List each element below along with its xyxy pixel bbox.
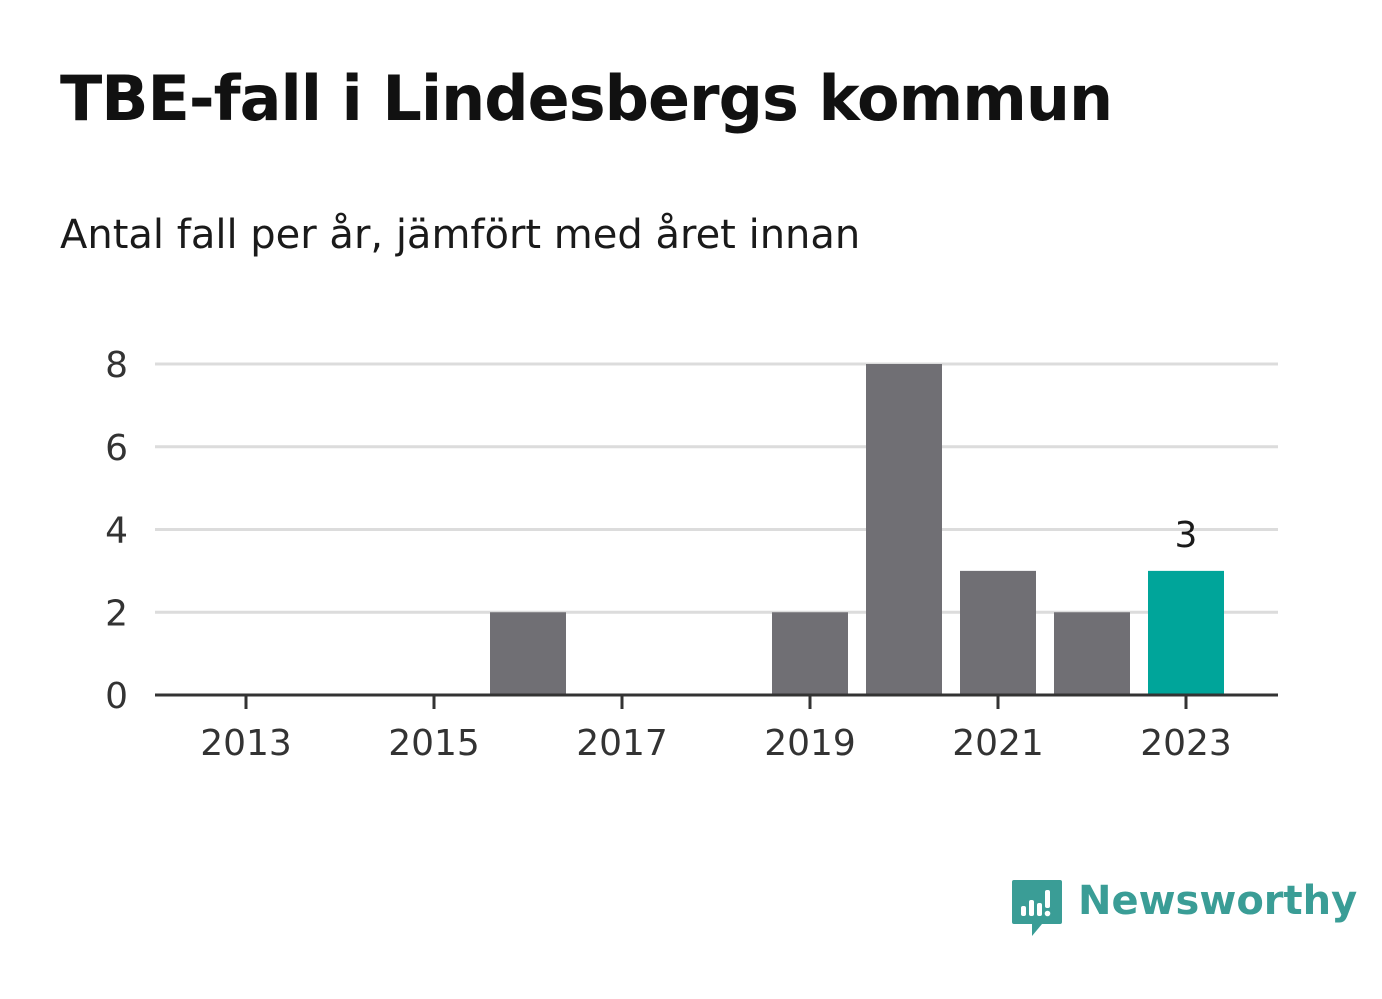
bars bbox=[490, 364, 1224, 695]
x-tick-label: 2015 bbox=[388, 723, 480, 764]
y-tick-label: 4 bbox=[105, 511, 128, 552]
newsworthy-brand: Newsworthy bbox=[1010, 878, 1357, 942]
newsworthy-logo-icon bbox=[1012, 880, 1062, 936]
brand-name: Newsworthy bbox=[1078, 878, 1358, 924]
y-tick-label: 6 bbox=[105, 428, 128, 469]
grid-lines bbox=[155, 362, 1278, 614]
chart-subtitle: Antal fall per år, jämfört med året inna… bbox=[60, 212, 861, 258]
bar-2022 bbox=[1054, 612, 1130, 695]
x-tick-label: 2017 bbox=[576, 723, 668, 764]
bar-2020 bbox=[866, 364, 942, 695]
y-tick-label: 0 bbox=[105, 676, 128, 717]
bar-2019 bbox=[772, 612, 848, 695]
x-tick-label: 2023 bbox=[1140, 723, 1232, 764]
x-tick-label: 2013 bbox=[200, 723, 292, 764]
y-tick-label: 2 bbox=[105, 593, 128, 634]
y-axis-ticks: 0 2 4 6 8 bbox=[105, 345, 128, 717]
x-axis: 2013 2015 2017 2019 2021 2023 bbox=[155, 693, 1278, 764]
bar-2021 bbox=[960, 570, 1036, 695]
chart-title: TBE-fall i Lindesbergs kommun bbox=[60, 62, 1113, 135]
bar-2016 bbox=[490, 612, 566, 695]
y-tick-label: 8 bbox=[105, 345, 128, 386]
x-tick-label: 2021 bbox=[952, 723, 1044, 764]
bar-2023 bbox=[1148, 570, 1224, 695]
x-tick-label: 2019 bbox=[764, 723, 856, 764]
data-labels: 3 bbox=[1175, 515, 1198, 556]
data-label-highlight: 3 bbox=[1175, 515, 1198, 556]
